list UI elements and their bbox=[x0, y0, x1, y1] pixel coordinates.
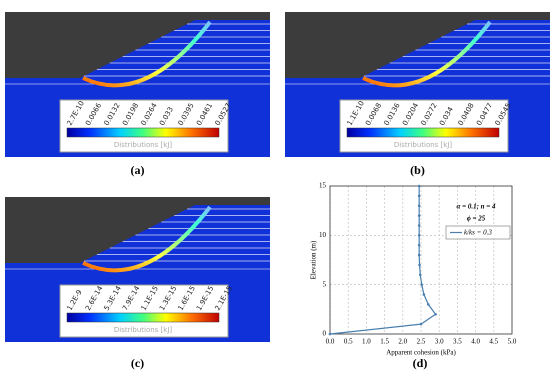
slope-rock bbox=[285, 12, 550, 78]
colorbar-box bbox=[59, 284, 229, 338]
slope-rock bbox=[5, 197, 270, 263]
data-point bbox=[419, 322, 423, 326]
data-point bbox=[417, 184, 421, 188]
y-tick-label: 10 bbox=[319, 231, 327, 239]
data-point bbox=[417, 224, 421, 227]
panel-caption: (a) bbox=[131, 163, 145, 177]
x-axis-label: Apparent cohesion (kPa) bbox=[386, 349, 456, 357]
x-tick-label: 2.0 bbox=[398, 338, 407, 346]
panel-caption: (c) bbox=[131, 356, 144, 370]
colorbar-title: Distributions [kJ] bbox=[394, 141, 453, 149]
data-point bbox=[420, 283, 424, 286]
annotation: ϕ = 25 bbox=[467, 215, 486, 223]
y-tick-label: 15 bbox=[319, 182, 327, 190]
slope-rock bbox=[5, 12, 270, 78]
colorbar-title: Distributions [kJ] bbox=[114, 326, 173, 334]
data-point bbox=[417, 204, 421, 208]
x-tick-label: 0.5 bbox=[344, 338, 353, 346]
data-point bbox=[328, 332, 332, 336]
x-tick-label: 1.5 bbox=[380, 338, 389, 346]
panel-caption: (d) bbox=[413, 356, 428, 370]
data-point bbox=[418, 263, 421, 267]
y-axis-label: Elevation (m) bbox=[310, 240, 318, 279]
colorbar-box bbox=[59, 99, 229, 153]
data-point bbox=[417, 194, 421, 198]
simulation-panel: 2.7E-100.0066 0.0132 0.0198 0.0264 0.033 0.03… bbox=[5, 12, 270, 157]
x-tick-label: 2.5 bbox=[417, 338, 426, 346]
legend-label: k/ks = 0.3 bbox=[464, 229, 492, 237]
data-point bbox=[417, 243, 421, 247]
plot-frame bbox=[329, 185, 513, 335]
data-point bbox=[426, 303, 430, 306]
x-tick-label: 3.0 bbox=[435, 338, 444, 346]
x-tick-label: 0.0 bbox=[326, 338, 335, 346]
colorbar bbox=[66, 127, 220, 138]
slip-surface bbox=[82, 205, 212, 273]
legend-box bbox=[445, 225, 511, 240]
data-point bbox=[418, 273, 422, 277]
data-line bbox=[329, 186, 437, 335]
x-tick-label: 1.0 bbox=[362, 338, 371, 346]
colorbar bbox=[346, 127, 500, 138]
y-tick-label: 5 bbox=[323, 280, 327, 288]
colorbar-title: Distributions [kJ] bbox=[114, 141, 173, 149]
x-tick-label: 4.0 bbox=[471, 338, 480, 346]
annotation: α = 0.1; n = 4 bbox=[456, 203, 496, 211]
data-point bbox=[417, 214, 421, 217]
panel-caption: (b) bbox=[410, 163, 425, 177]
x-tick-label: 4.5 bbox=[489, 338, 498, 346]
data-point bbox=[417, 234, 421, 237]
slip-surface bbox=[362, 20, 492, 88]
colorbar bbox=[66, 312, 220, 323]
data-point bbox=[417, 253, 421, 257]
slip-surface bbox=[82, 20, 212, 88]
x-tick-label: 3.5 bbox=[453, 338, 462, 346]
simulation-panel: 1.2E-9 2.6E-145.3E-147.9E-141.1E-151.3E-1… bbox=[5, 197, 270, 342]
x-tick-label: 5.0 bbox=[508, 338, 517, 346]
data-point bbox=[434, 312, 437, 316]
colorbar-box bbox=[339, 99, 509, 153]
y-tick-label: 0 bbox=[323, 330, 327, 338]
data-point bbox=[422, 293, 426, 296]
simulation-panel: 1.1E-100.0068 0.0136 0.0204 0.0272 0.034 0.04… bbox=[285, 12, 550, 157]
